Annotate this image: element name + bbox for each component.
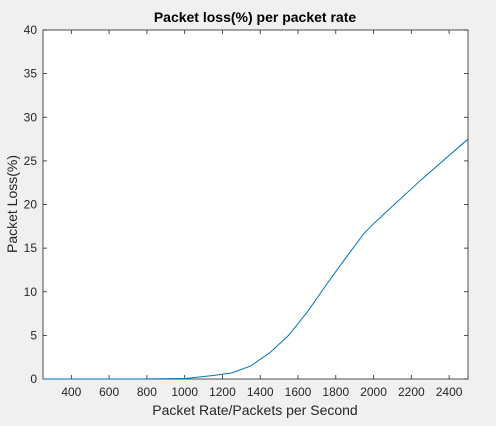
y-tick-label: 5 <box>30 328 37 342</box>
y-tick-label: 15 <box>24 241 38 255</box>
x-tick-label: 400 <box>61 385 81 399</box>
y-tick-label: 0 <box>30 372 37 386</box>
y-tick-label: 20 <box>24 198 38 212</box>
chart-title: Packet loss(%) per packet rate <box>154 9 357 25</box>
x-tick-label: 600 <box>99 385 119 399</box>
x-tick-label: 2200 <box>398 385 425 399</box>
x-tick-label: 1200 <box>209 385 236 399</box>
x-tick-label: 2000 <box>360 385 387 399</box>
y-tick-label: 40 <box>24 23 38 37</box>
x-tick-label: 800 <box>137 385 157 399</box>
x-tick-label: 1800 <box>322 385 349 399</box>
x-axis-label: Packet Rate/Packets per Second <box>152 402 357 418</box>
y-axis-label: Packet Loss(%) <box>4 155 20 253</box>
plot-area <box>43 30 468 379</box>
x-tick-label: 1000 <box>171 385 198 399</box>
x-tick-label: 2400 <box>436 385 463 399</box>
x-tick-label: 1400 <box>247 385 274 399</box>
y-tick-label: 25 <box>24 154 38 168</box>
x-tick-label: 1600 <box>285 385 312 399</box>
y-tick-label: 30 <box>24 110 38 124</box>
y-tick-label: 10 <box>24 285 38 299</box>
y-tick-label: 35 <box>24 67 38 81</box>
